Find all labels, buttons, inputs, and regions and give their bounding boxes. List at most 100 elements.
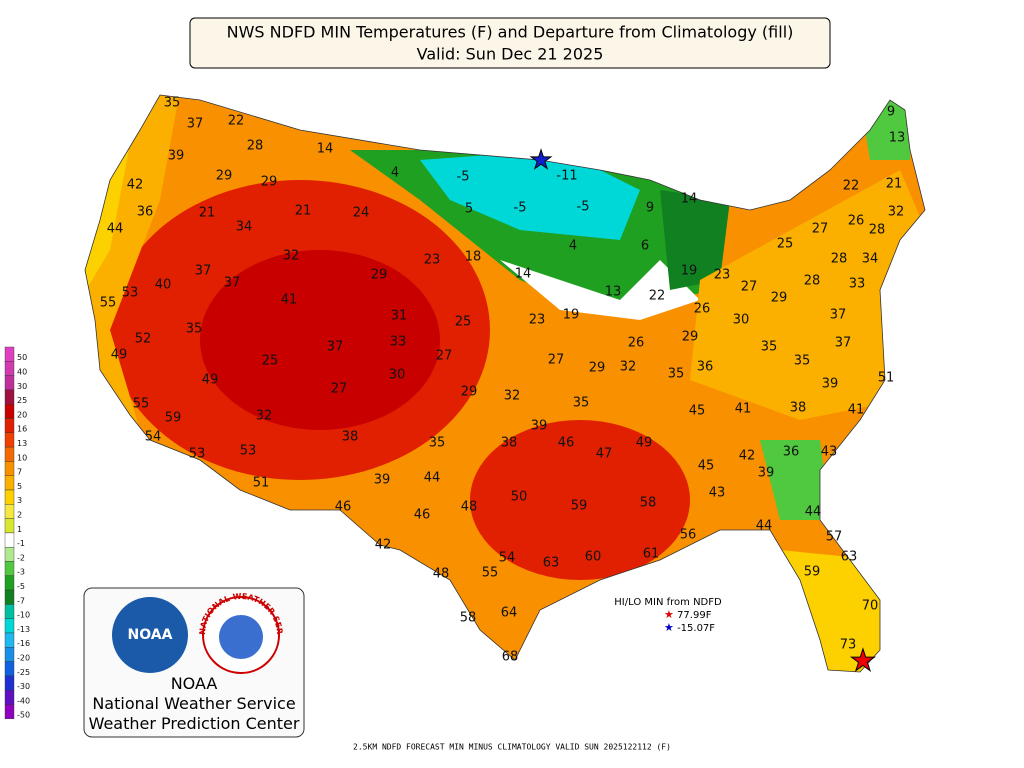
temperature-label: 52 (135, 332, 152, 347)
temperature-label: 4 (569, 239, 577, 254)
temperature-label: 27 (331, 382, 348, 397)
colorbar-swatch (4, 461, 15, 476)
temperature-label: 25 (262, 354, 279, 369)
temperature-label: 38 (790, 401, 807, 416)
colorbar-label: -13 (17, 625, 30, 634)
temperature-label: 26 (694, 302, 711, 317)
temperature-label: 39 (758, 466, 775, 481)
temperature-label: 35 (186, 322, 203, 337)
temperature-label: 41 (281, 293, 298, 308)
temperature-label: 42 (127, 178, 144, 193)
temperature-label: 44 (805, 505, 822, 520)
colorbar-swatch (4, 704, 15, 720)
temperature-label: 49 (202, 373, 219, 388)
temperature-label: 34 (236, 220, 253, 235)
temperature-label: 36 (783, 445, 800, 460)
temperature-label: 61 (643, 547, 660, 562)
temperature-label: 55 (133, 397, 150, 412)
temperature-label: 55 (482, 566, 499, 581)
colorbar-swatch (4, 375, 15, 391)
temperature-label: 47 (596, 447, 613, 462)
temperature-label: 68 (502, 650, 519, 665)
temperature-label: 48 (461, 500, 478, 515)
temperature-label: 27 (741, 280, 758, 295)
temperature-label: 60 (585, 550, 602, 565)
title-box (189, 17, 831, 69)
temperature-label: 70 (862, 599, 879, 614)
temperature-label: 46 (335, 500, 352, 515)
temperature-label: 37 (327, 340, 344, 355)
temperature-label: 35 (794, 354, 811, 369)
temperature-label: 21 (199, 206, 216, 221)
temperature-label: 23 (714, 268, 731, 283)
colorbar-swatch (4, 489, 15, 505)
temperature-label: 48 (433, 567, 450, 582)
noaa-logo (112, 597, 188, 673)
temperature-label: 29 (771, 291, 788, 306)
temperature-label: 9 (887, 105, 895, 120)
colorbar-swatch (4, 618, 15, 634)
colorbar-swatch (4, 418, 15, 434)
colorbar-label: -16 (17, 639, 30, 648)
temperature-label: 22 (843, 179, 860, 194)
lo-label: ★ -15.07F (664, 621, 715, 634)
temperature-label: -5 (577, 200, 590, 215)
temperature-label: 22 (649, 289, 666, 304)
temperature-label: 44 (107, 222, 124, 237)
temperature-label: 21 (295, 204, 312, 219)
temperature-label: 49 (111, 348, 128, 363)
temperature-label: 9 (646, 201, 654, 216)
colorbar-swatch (4, 475, 15, 491)
temperature-label: 37 (187, 117, 204, 132)
temperature-label: 37 (830, 308, 847, 323)
temperature-label: 22 (228, 114, 245, 129)
temperature-label: 43 (709, 486, 726, 501)
colorbar-label: -3 (17, 568, 25, 577)
temperature-label: 13 (605, 285, 622, 300)
colorbar-label: -1 (17, 539, 25, 548)
temperature-label: 56 (680, 528, 697, 543)
temperature-label: 32 (256, 409, 273, 424)
temperature-label: 32 (283, 249, 300, 264)
temperature-label: 35 (761, 340, 778, 355)
temperature-label: 54 (499, 551, 516, 566)
temperature-label: 29 (461, 385, 478, 400)
colorbar-label: 50 (17, 353, 27, 362)
temperature-label: 19 (681, 264, 698, 279)
temperature-label: 34 (862, 252, 879, 267)
temperature-label: 39 (168, 149, 185, 164)
colorbar-swatch (4, 575, 15, 591)
temperature-label: 54 (145, 430, 162, 445)
temperature-label: 26 (848, 214, 865, 229)
colorbar-label: -30 (17, 682, 30, 691)
colorbar-swatch (4, 518, 15, 534)
colorbar-label: 5 (17, 482, 22, 491)
colorbar-label: 20 (17, 410, 27, 419)
temperature-label: 33 (390, 335, 407, 350)
temperature-label: -5 (514, 201, 527, 216)
colorbar-label: 2 (17, 511, 22, 520)
temperature-label: 37 (224, 276, 241, 291)
temperature-label: 39 (531, 419, 548, 434)
temperature-label: 45 (689, 404, 706, 419)
colorbar-label: -2 (17, 553, 25, 562)
temperature-label: 38 (501, 436, 518, 451)
temperature-label: 53 (240, 444, 257, 459)
temperature-label: 49 (636, 436, 653, 451)
colorbar-swatch (4, 432, 15, 448)
temperature-label: 30 (389, 368, 406, 383)
temperature-label: 4 (391, 166, 399, 181)
temperature-label: 39 (822, 377, 839, 392)
temperature-label: 46 (414, 508, 431, 523)
temperature-label: 38 (342, 430, 359, 445)
colorbar-swatch (4, 389, 15, 405)
temperature-label: 25 (455, 315, 472, 330)
temperature-label: 35 (573, 396, 590, 411)
temperature-label: 36 (697, 360, 714, 375)
temperature-label: 14 (515, 267, 532, 282)
lo-value: -15.07F (677, 623, 715, 634)
temperature-label: 32 (504, 389, 521, 404)
temperature-label: 28 (869, 223, 886, 238)
colorbar-label: 3 (17, 496, 22, 505)
temperature-label: 31 (391, 309, 408, 324)
